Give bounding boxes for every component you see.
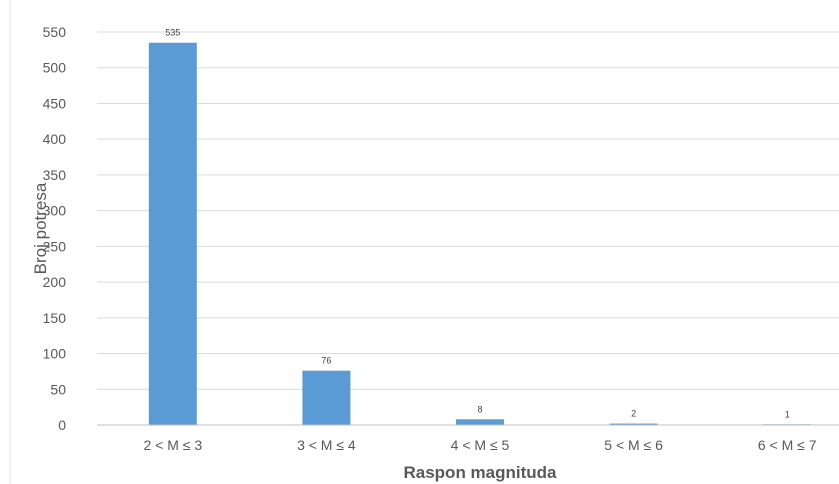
y-tick-label: 450 — [43, 95, 67, 111]
y-tick-label: 200 — [43, 274, 67, 290]
x-tick-label: 2 < M ≤ 3 — [143, 437, 202, 453]
x-tick-label: 6 < M ≤ 7 — [758, 437, 817, 453]
data-label: 1 — [785, 409, 790, 419]
bars — [148, 42, 812, 426]
x-tick-label: 3 < M ≤ 4 — [297, 437, 356, 453]
y-tick-label: 50 — [50, 381, 66, 397]
y-tick-label: 0 — [58, 417, 66, 433]
data-labels: 535 76 8 2 1 — [165, 28, 789, 420]
y-tick-label: 400 — [43, 131, 67, 147]
data-label: 535 — [165, 28, 180, 38]
bar — [148, 42, 197, 426]
bar — [302, 370, 351, 425]
y-tick-label: 350 — [43, 167, 67, 183]
y-axis-title: Broj potresa — [31, 182, 50, 274]
y-tick-label: 250 — [43, 238, 67, 254]
x-tick-labels: 2 < M ≤ 3 3 < M ≤ 4 4 < M ≤ 5 5 < M ≤ 6 6 < … — [143, 437, 816, 453]
y-tick-label: 500 — [43, 60, 67, 76]
bar — [456, 419, 504, 425]
x-axis-title: Raspon magnituda — [403, 463, 557, 482]
y-tick-label: 300 — [43, 203, 67, 219]
y-tick-labels: 0 50 100 150 200 250 300 350 400 450 500 550 — [43, 24, 67, 433]
data-label: 8 — [477, 404, 482, 414]
x-tick-label: 5 < M ≤ 6 — [604, 437, 663, 453]
data-label: 2 — [631, 409, 636, 419]
x-tick-label: 4 < M ≤ 5 — [451, 437, 510, 453]
data-label: 76 — [321, 356, 331, 366]
y-tick-label: 100 — [43, 346, 67, 362]
y-tick-label: 150 — [43, 310, 67, 326]
gridlines — [97, 31, 839, 390]
y-tick-label: 550 — [43, 24, 67, 40]
bar — [609, 423, 658, 425]
